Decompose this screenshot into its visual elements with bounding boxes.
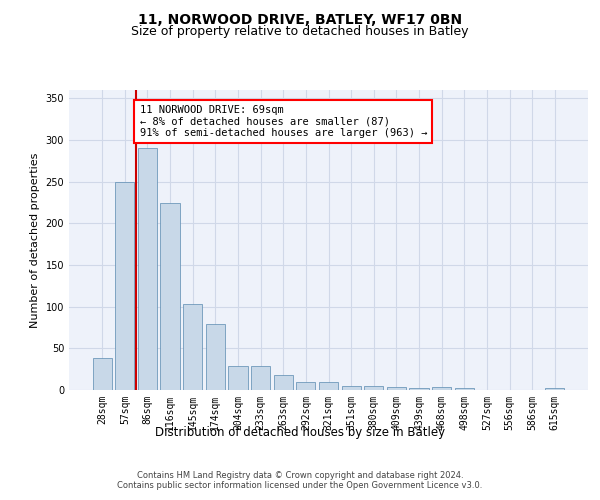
Bar [545, 388, 565, 390]
Bar [296, 382, 316, 390]
Bar [455, 388, 474, 390]
Bar [432, 386, 451, 390]
Bar [409, 388, 428, 390]
Bar [387, 386, 406, 390]
Text: 11 NORWOOD DRIVE: 69sqm
← 8% of detached houses are smaller (87)
91% of semi-det: 11 NORWOOD DRIVE: 69sqm ← 8% of detached… [140, 105, 427, 138]
Text: Distribution of detached houses by size in Batley: Distribution of detached houses by size … [155, 426, 445, 439]
Bar [229, 366, 248, 390]
Bar [274, 375, 293, 390]
Text: Contains HM Land Registry data © Crown copyright and database right 2024.: Contains HM Land Registry data © Crown c… [137, 472, 463, 480]
Text: Contains public sector information licensed under the Open Government Licence v3: Contains public sector information licen… [118, 480, 482, 490]
Bar [115, 182, 134, 390]
Y-axis label: Number of detached properties: Number of detached properties [30, 152, 40, 328]
Bar [364, 386, 383, 390]
Text: Size of property relative to detached houses in Batley: Size of property relative to detached ho… [131, 25, 469, 38]
Bar [138, 148, 157, 390]
Bar [251, 366, 270, 390]
Bar [319, 382, 338, 390]
Bar [183, 304, 202, 390]
Bar [92, 358, 112, 390]
Bar [341, 386, 361, 390]
Text: 11, NORWOOD DRIVE, BATLEY, WF17 0BN: 11, NORWOOD DRIVE, BATLEY, WF17 0BN [138, 12, 462, 26]
Bar [206, 324, 225, 390]
Bar [160, 202, 180, 390]
